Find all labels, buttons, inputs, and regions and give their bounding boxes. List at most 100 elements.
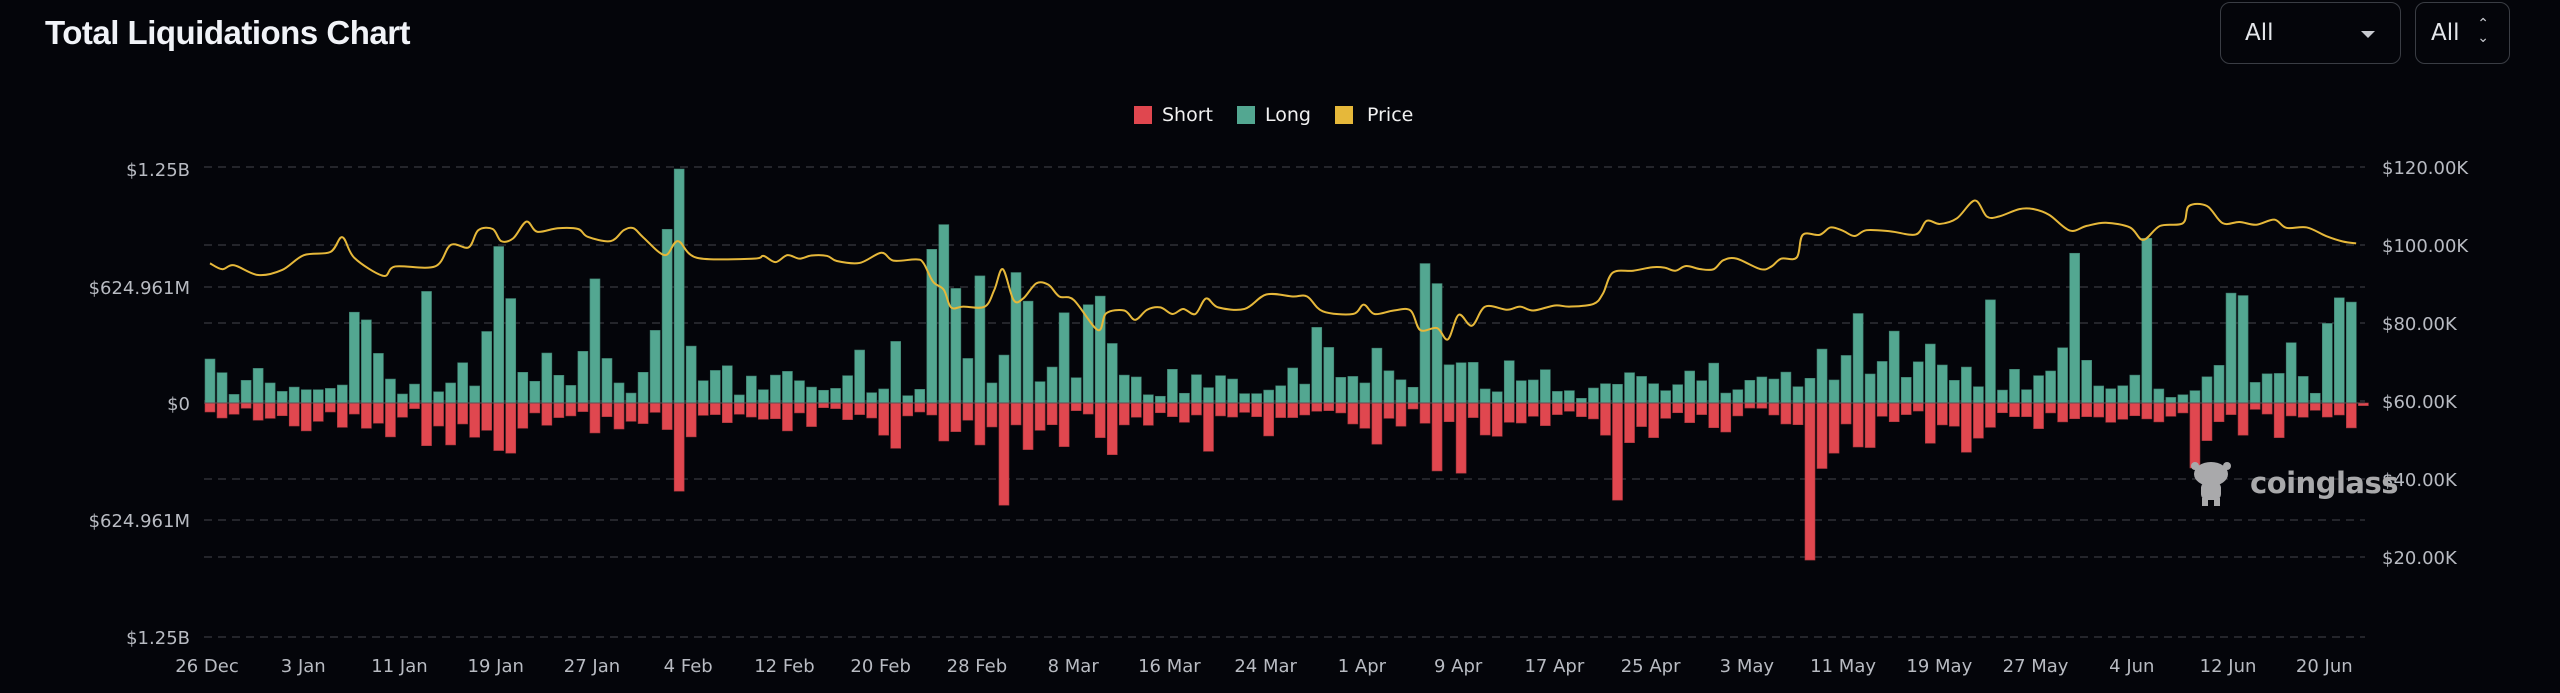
short-bar — [986, 402, 998, 428]
symbol-select[interactable]: All — [2220, 2, 2401, 64]
long-bar — [228, 394, 240, 404]
short-bar — [2346, 402, 2357, 429]
short-bar — [1756, 402, 1768, 409]
long-bar — [625, 392, 637, 404]
short-bar — [469, 402, 480, 438]
y-right-tick-label: $40.00K — [2382, 470, 2458, 491]
long-bar — [1131, 376, 1142, 404]
short-bar — [1251, 402, 1262, 417]
long-bar — [1756, 376, 1768, 404]
short-bar — [721, 402, 733, 423]
short-bar — [421, 402, 432, 446]
legend-item-short[interactable]: Short — [1134, 104, 1213, 126]
short-bar — [1227, 402, 1238, 418]
x-tick-label: 3 May — [1720, 656, 1775, 677]
long-bar — [1588, 387, 1599, 404]
long-bar — [2225, 292, 2237, 404]
short-bar — [1515, 402, 1527, 424]
x-tick-label: 4 Jun — [2109, 656, 2154, 677]
short-bar — [685, 402, 697, 438]
long-bar — [974, 275, 986, 404]
x-tick-label: 20 Jun — [2296, 656, 2353, 677]
long-bar — [1540, 369, 1551, 404]
long-bar — [2057, 347, 2068, 404]
short-bar — [2093, 402, 2105, 418]
long-bar — [433, 391, 444, 404]
short-bar — [926, 402, 938, 416]
short-bar — [649, 402, 661, 413]
chart-legend: Short Long Price — [1134, 104, 1437, 126]
short-bar — [806, 402, 817, 427]
short-bar — [637, 402, 649, 424]
long-bar — [1395, 379, 1407, 404]
long-bar — [493, 246, 505, 404]
long-bar — [1828, 379, 1840, 404]
long-bar — [1732, 389, 1744, 404]
short-bar — [1828, 402, 1840, 454]
short-bar — [1684, 402, 1695, 423]
long-bar — [541, 352, 553, 404]
long-bar — [481, 331, 492, 404]
short-bar — [1503, 402, 1515, 423]
long-bar — [1600, 383, 1611, 404]
x-tick-label: 25 Apr — [1621, 656, 1681, 677]
x-tick-label: 11 May — [1810, 656, 1876, 677]
short-bar — [276, 402, 288, 417]
short-bar — [2334, 402, 2345, 416]
short-bar — [1347, 402, 1359, 425]
short-bar — [2237, 402, 2249, 436]
short-bar — [349, 402, 360, 415]
short-bar — [758, 402, 769, 420]
long-bar — [529, 380, 541, 404]
long-bar — [252, 368, 264, 404]
short-bar — [1094, 402, 1106, 438]
short-bar — [337, 402, 348, 428]
long-bar — [637, 371, 649, 404]
long-bar — [1552, 391, 1563, 404]
legend-item-long[interactable]: Long — [1237, 104, 1311, 126]
short-bar — [770, 402, 781, 420]
short-bar — [1058, 402, 1070, 447]
short-bar — [2045, 402, 2056, 414]
long-bar — [337, 384, 348, 404]
long-bar — [409, 383, 420, 404]
y-left-tick-label: $1.25B — [126, 160, 190, 181]
short-bar — [1371, 402, 1383, 445]
symbol-select-value: All — [2245, 20, 2274, 46]
long-bar — [1167, 369, 1178, 404]
range-select[interactable]: All ⌃ ⌄ — [2415, 2, 2510, 64]
long-bar — [2117, 385, 2129, 404]
short-bar — [288, 402, 300, 427]
long-bar — [469, 385, 480, 404]
long-bar — [1022, 300, 1034, 404]
long-bar — [1263, 389, 1274, 404]
long-bar — [577, 351, 589, 404]
short-bar — [1131, 402, 1142, 418]
short-bar — [2081, 402, 2092, 417]
long-bar — [457, 362, 468, 404]
short-bar — [264, 402, 276, 419]
y-left-tick-label: $1.25B — [126, 628, 190, 649]
short-bar — [2129, 402, 2141, 417]
long-bar — [1046, 366, 1058, 404]
short-bar — [312, 402, 324, 422]
legend-item-price[interactable]: Price — [1334, 104, 1413, 126]
long-bar — [938, 224, 950, 404]
short-bar — [1816, 402, 1828, 469]
short-bar — [1082, 402, 1094, 415]
long-bar — [2321, 323, 2333, 404]
long-bar — [1299, 383, 1311, 404]
short-bar — [1479, 402, 1491, 436]
short-bar — [1118, 402, 1130, 426]
long-bar — [216, 372, 228, 404]
x-tick-label: 9 Apr — [1434, 656, 1483, 677]
long-bar — [1383, 370, 1395, 404]
x-tick-label: 19 May — [1906, 656, 1972, 677]
long-bar — [1792, 386, 1804, 404]
short-bar — [1564, 402, 1575, 412]
short-bar — [962, 402, 974, 421]
x-tick-label: 19 Jan — [468, 656, 524, 677]
long-bar — [1744, 380, 1756, 404]
y-left-tick-label: $624.961M — [89, 511, 190, 532]
short-bar — [1010, 402, 1022, 426]
